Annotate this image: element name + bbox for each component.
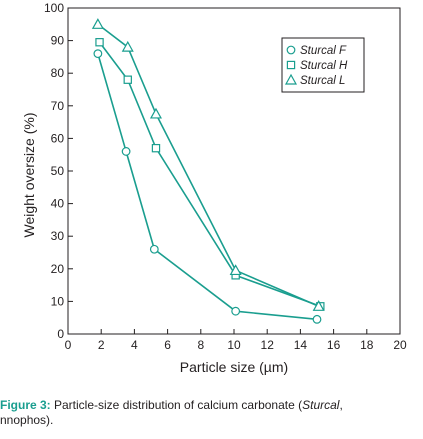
data-point-triangle: [312, 300, 325, 311]
figure-caption: Figure 3: Particle-size distribution of …: [0, 398, 423, 428]
x-axis-label: Particle size (µm): [180, 359, 288, 375]
x-tick-label: 4: [131, 338, 138, 352]
x-tick-label: 0: [65, 338, 72, 352]
y-tick-label: 60: [51, 131, 65, 145]
x-axis-ticks: 0 2 4 6 8 10 12 14 16 18 20: [65, 329, 407, 352]
y-axis-label: Weight oversize (%): [21, 112, 37, 237]
legend-marker-circle: [286, 45, 296, 55]
y-tick-label: 10: [51, 294, 65, 308]
y-tick-label: 0: [57, 327, 64, 341]
data-point-square: [95, 38, 104, 47]
x-tick-label: 10: [227, 338, 241, 352]
y-tick-label: 90: [51, 34, 65, 48]
chart: 0 10 20 30 40 50 60 70 80 90 100 0 2 4 6 8 10 12 14 16 18 20…: [21, 1, 407, 375]
series-triangle: [91, 18, 325, 311]
x-tick-label: 2: [98, 338, 105, 352]
y-tick-label: 40: [51, 197, 65, 211]
data-point-square: [151, 143, 161, 153]
legend: Sturcal F Sturcal H Sturcal L: [281, 37, 365, 93]
data-point-circle: [231, 306, 241, 316]
legend-marker-triangle: [284, 73, 298, 85]
x-tick-label: 14: [294, 338, 308, 352]
data-point-square: [123, 75, 132, 84]
caption-text: Particle-size distribution of calcium ca…: [50, 398, 303, 412]
x-tick-label: 16: [327, 338, 341, 352]
data-point-triangle: [91, 18, 104, 29]
caption-italic: Sturcal: [302, 398, 340, 412]
data-point-circle: [93, 49, 103, 59]
data-point-circle: [312, 314, 322, 324]
legend-label: Sturcal F: [300, 45, 347, 57]
data-point-circle: [149, 244, 159, 254]
legend-label: Sturcal H: [300, 60, 348, 72]
data-point-triangle: [149, 107, 162, 119]
y-tick-label: 100: [44, 1, 64, 15]
legend-label: Sturcal L: [300, 75, 345, 87]
caption-line-2: nnophos).: [0, 413, 54, 427]
y-tick-label: 20: [51, 262, 65, 276]
series-layer: [91, 18, 325, 324]
x-tick-label: 18: [360, 338, 374, 352]
x-tick-label: 8: [197, 338, 204, 352]
plot-frame: [67, 7, 401, 335]
caption-label: Figure 3:: [0, 398, 51, 412]
caption-text-after: ,: [339, 398, 343, 412]
y-tick-label: 70: [51, 99, 65, 113]
x-tick-label: 6: [164, 338, 171, 352]
x-tick-label: 20: [393, 338, 407, 352]
y-tick-label: 80: [51, 66, 65, 80]
y-tick-label: 50: [51, 164, 65, 178]
legend-marker-square: [286, 60, 296, 70]
data-point-triangle: [229, 264, 242, 276]
y-axis-ticks: 0 10 20 30 40 50 60 70 80 90 100: [44, 1, 73, 341]
series-circle: [93, 49, 322, 324]
x-tick-label: 12: [261, 338, 275, 352]
data-point-circle: [121, 147, 131, 156]
y-tick-label: 30: [51, 229, 65, 243]
series-line: [97, 53, 318, 321]
data-point-triangle: [121, 40, 134, 52]
